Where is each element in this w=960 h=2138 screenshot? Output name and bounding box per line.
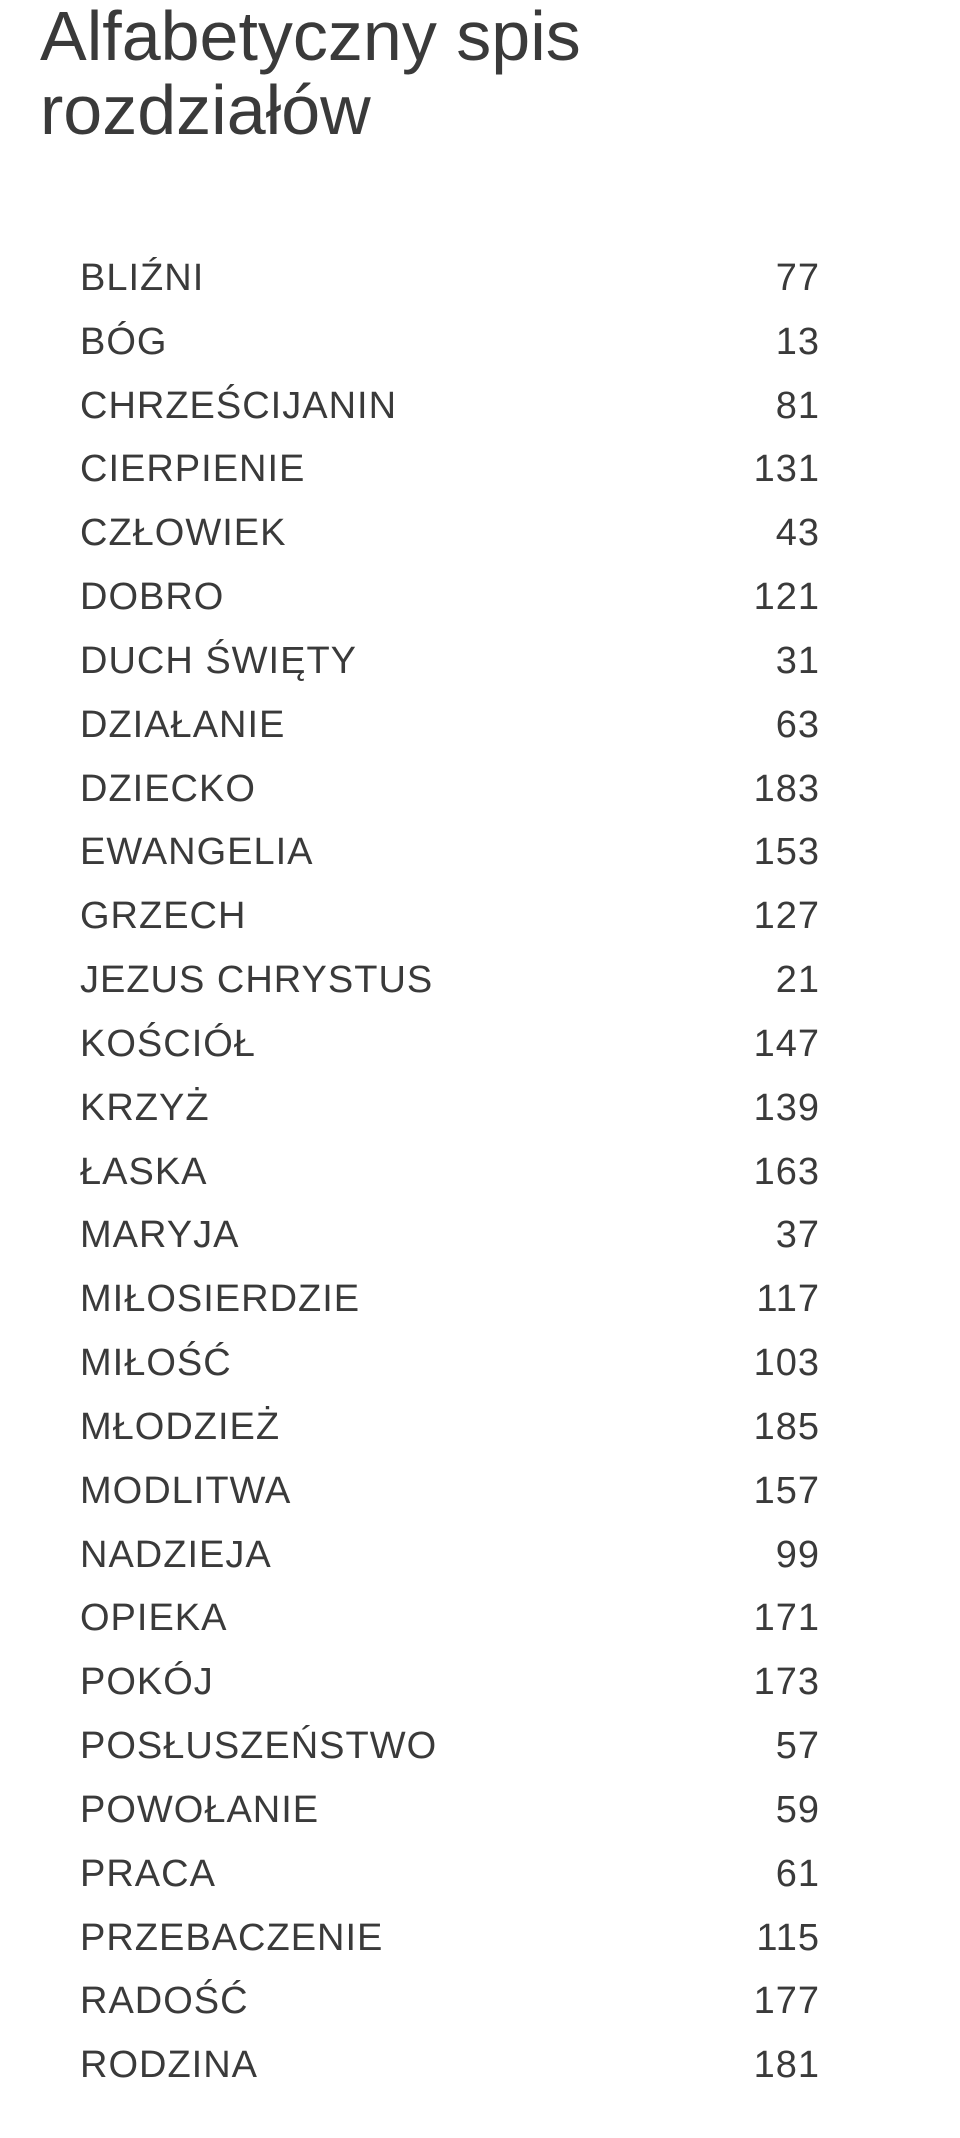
toc-label: POWOŁANIE — [80, 1779, 319, 1843]
toc-label: MIŁOSIERDZIE — [80, 1268, 360, 1332]
toc-label: PRZEBACZENIE — [80, 1907, 383, 1971]
toc-label: CZŁOWIEK — [80, 502, 286, 566]
toc-page-number: 31 — [720, 630, 820, 694]
toc-label: PRACA — [80, 1843, 216, 1907]
toc-row: MIŁOSIERDZIE 117 — [80, 1268, 820, 1332]
toc-row: CIERPIENIE 131 — [80, 438, 820, 502]
toc-page-number: 183 — [720, 758, 820, 822]
toc-label: DZIAŁANIE — [80, 694, 285, 758]
toc-row: POSŁUSZEŃSTWO 57 — [80, 1715, 820, 1779]
toc-row: MODLITWA 157 — [80, 1460, 820, 1524]
toc-label: KRZYŻ — [80, 1077, 210, 1141]
toc-row: BLIŹNI 77 — [80, 247, 820, 311]
toc-row: JEZUS CHRYSTUS 21 — [80, 949, 820, 1013]
toc-page-number: 57 — [720, 1715, 820, 1779]
toc-row: KRZYŻ 139 — [80, 1077, 820, 1141]
toc-label: POSŁUSZEŃSTWO — [80, 1715, 437, 1779]
page-title: Alfabetyczny spis rozdziałów — [40, 0, 920, 147]
toc-label: JEZUS CHRYSTUS — [80, 949, 433, 1013]
toc-page-number: 103 — [720, 1332, 820, 1396]
toc-label: KOŚCIÓŁ — [80, 1013, 256, 1077]
toc-label: DUCH ŚWIĘTY — [80, 630, 357, 694]
toc-page-number: 131 — [720, 438, 820, 502]
toc-row: PRZEBACZENIE 115 — [80, 1907, 820, 1971]
toc-row: RADOŚĆ 177 — [80, 1970, 820, 2034]
toc-page-number: 121 — [720, 566, 820, 630]
toc-page-number: 173 — [720, 1651, 820, 1715]
toc-row: BÓG 13 — [80, 311, 820, 375]
toc-label: MARYJA — [80, 1204, 239, 1268]
toc-page-number: 139 — [720, 1077, 820, 1141]
toc-page-number: 171 — [720, 1587, 820, 1651]
toc-page-number: 177 — [720, 1970, 820, 2034]
toc-page-number: 59 — [720, 1779, 820, 1843]
toc-page-number: 181 — [720, 2034, 820, 2098]
toc-list: BLIŹNI 77 BÓG 13 CHRZEŚCIJANIN 81 CIERPIENIE 13… — [40, 247, 920, 2098]
toc-label: MIŁOŚĆ — [80, 1332, 232, 1396]
toc-row: CHRZEŚCIJANIN 81 — [80, 375, 820, 439]
toc-row: KOŚCIÓŁ 147 — [80, 1013, 820, 1077]
toc-label: RODZINA — [80, 2034, 258, 2098]
toc-label: MŁODZIEŻ — [80, 1396, 280, 1460]
toc-page-number: 127 — [720, 885, 820, 949]
toc-label: NADZIEJA — [80, 1524, 272, 1588]
toc-row: DOBRO 121 — [80, 566, 820, 630]
toc-page-number: 115 — [720, 1907, 820, 1971]
toc-label: CIERPIENIE — [80, 438, 305, 502]
toc-page-number: 77 — [720, 247, 820, 311]
toc-label: OPIEKA — [80, 1587, 228, 1651]
toc-label: DOBRO — [80, 566, 224, 630]
toc-page-number: 81 — [720, 375, 820, 439]
toc-row: MARYJA 37 — [80, 1204, 820, 1268]
page-container: Alfabetyczny spis rozdziałów BLIŹNI77BÓG… — [0, 0, 960, 2138]
toc-label: BLIŹNI — [80, 247, 204, 311]
toc-page-number: 37 — [720, 1204, 820, 1268]
toc-page-number: 13 — [720, 311, 820, 375]
toc-row: OPIEKA 171 — [80, 1587, 820, 1651]
toc-page-number: 163 — [720, 1141, 820, 1205]
toc-row: MŁODZIEŻ 185 — [80, 1396, 820, 1460]
toc-label: EWANGELIA — [80, 821, 314, 885]
toc-row: MIŁOŚĆ 103 — [80, 1332, 820, 1396]
toc-label: GRZECH — [80, 885, 246, 949]
toc-page-number: 147 — [720, 1013, 820, 1077]
toc-label: CHRZEŚCIJANIN — [80, 375, 397, 439]
toc-page-number: 153 — [720, 821, 820, 885]
toc-page-number: 61 — [720, 1843, 820, 1907]
toc-row: RODZINA 181 — [80, 2034, 820, 2098]
toc-label: MODLITWA — [80, 1460, 291, 1524]
toc-row: EWANGELIA 153 — [80, 821, 820, 885]
toc-row: CZŁOWIEK 43 — [80, 502, 820, 566]
toc-page-number: 117 — [720, 1268, 820, 1332]
toc-label: RADOŚĆ — [80, 1970, 249, 2034]
toc-row: DUCH ŚWIĘTY 31 — [80, 630, 820, 694]
toc-label: POKÓJ — [80, 1651, 214, 1715]
toc-row: ŁASKA 163 — [80, 1141, 820, 1205]
toc-page-number: 63 — [720, 694, 820, 758]
toc-page-number: 157 — [720, 1460, 820, 1524]
toc-row: PRACA 61 — [80, 1843, 820, 1907]
toc-label: DZIECKO — [80, 758, 256, 822]
toc-label: BÓG — [80, 311, 167, 375]
toc-page-number: 99 — [720, 1524, 820, 1588]
toc-row: NADZIEJA 99 — [80, 1524, 820, 1588]
toc-row: DZIAŁANIE 63 — [80, 694, 820, 758]
toc-row: POKÓJ 173 — [80, 1651, 820, 1715]
toc-row: GRZECH 127 — [80, 885, 820, 949]
toc-page-number: 43 — [720, 502, 820, 566]
toc-page-number: 185 — [720, 1396, 820, 1460]
toc-row: DZIECKO 183 — [80, 758, 820, 822]
toc-row: POWOŁANIE 59 — [80, 1779, 820, 1843]
toc-label: ŁASKA — [80, 1141, 208, 1205]
toc-page-number: 21 — [720, 949, 820, 1013]
